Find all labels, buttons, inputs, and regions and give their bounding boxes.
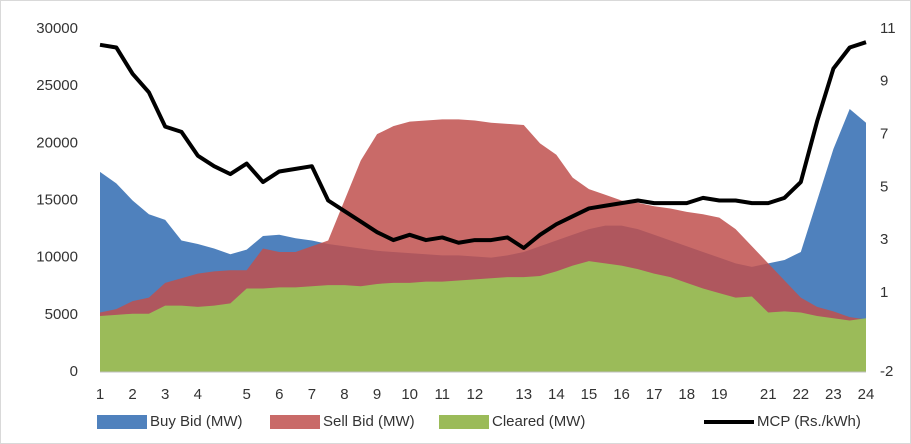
- legend-label: MCP (Rs./kWh): [757, 413, 861, 430]
- legend-swatch: [439, 415, 489, 429]
- x-tick-label: 4: [194, 386, 202, 403]
- x-tick-label: 24: [858, 386, 875, 403]
- legend-label: Sell Bid (MW): [323, 413, 415, 430]
- x-tick-label: 15: [581, 386, 598, 403]
- x-tick-label: 14: [548, 386, 565, 403]
- x-tick-label: 22: [792, 386, 809, 403]
- x-tick-label: 11: [434, 386, 450, 403]
- y-tick-label: 30000: [36, 20, 78, 37]
- area: [100, 261, 866, 372]
- x-tick-label: 9: [373, 386, 381, 403]
- legend-label: Cleared (MW): [492, 413, 585, 430]
- x-tick-label: 12: [467, 386, 484, 403]
- x-tick-label: 5: [243, 386, 251, 403]
- y2-tick-label: 3: [880, 231, 888, 248]
- y2-tick-label: 5: [880, 178, 888, 195]
- x-tick-label: 13: [515, 386, 532, 403]
- y2-tick-label: -2: [880, 363, 893, 380]
- y-tick-label: 5000: [45, 306, 78, 323]
- y2-tick-label: 1: [880, 284, 888, 301]
- legend-label: Buy Bid (MW): [150, 413, 243, 430]
- y-tick-label: 0: [70, 363, 78, 380]
- x-tick-label: 2: [128, 386, 136, 403]
- legend-swatch: [97, 415, 147, 429]
- x-tick-label: 16: [613, 386, 630, 403]
- x-tick-label: 8: [340, 386, 348, 403]
- legend-swatch: [270, 415, 320, 429]
- y2-tick-label: 7: [880, 126, 888, 143]
- x-tick-label: 3: [161, 386, 169, 403]
- x-tick-label: 6: [275, 386, 283, 403]
- x-tick-label: 7: [308, 386, 316, 403]
- y-tick-label: 10000: [36, 249, 78, 266]
- line: [99, 40, 867, 250]
- x-tick-label: 17: [646, 386, 663, 403]
- x-tick-label: 21: [760, 386, 777, 403]
- x-tick-label: 18: [678, 386, 695, 403]
- x-tick-label: 1: [96, 386, 104, 403]
- y-tick-label: 25000: [36, 77, 78, 94]
- x-tick-label: 23: [825, 386, 842, 403]
- y2-tick-label: 9: [880, 73, 888, 90]
- x-tick-label: 19: [711, 386, 728, 403]
- x-tick-label: 10: [401, 386, 418, 403]
- y-tick-label: 15000: [36, 191, 78, 208]
- y-tick-label: 20000: [36, 134, 78, 151]
- y2-tick-label: 11: [880, 20, 896, 37]
